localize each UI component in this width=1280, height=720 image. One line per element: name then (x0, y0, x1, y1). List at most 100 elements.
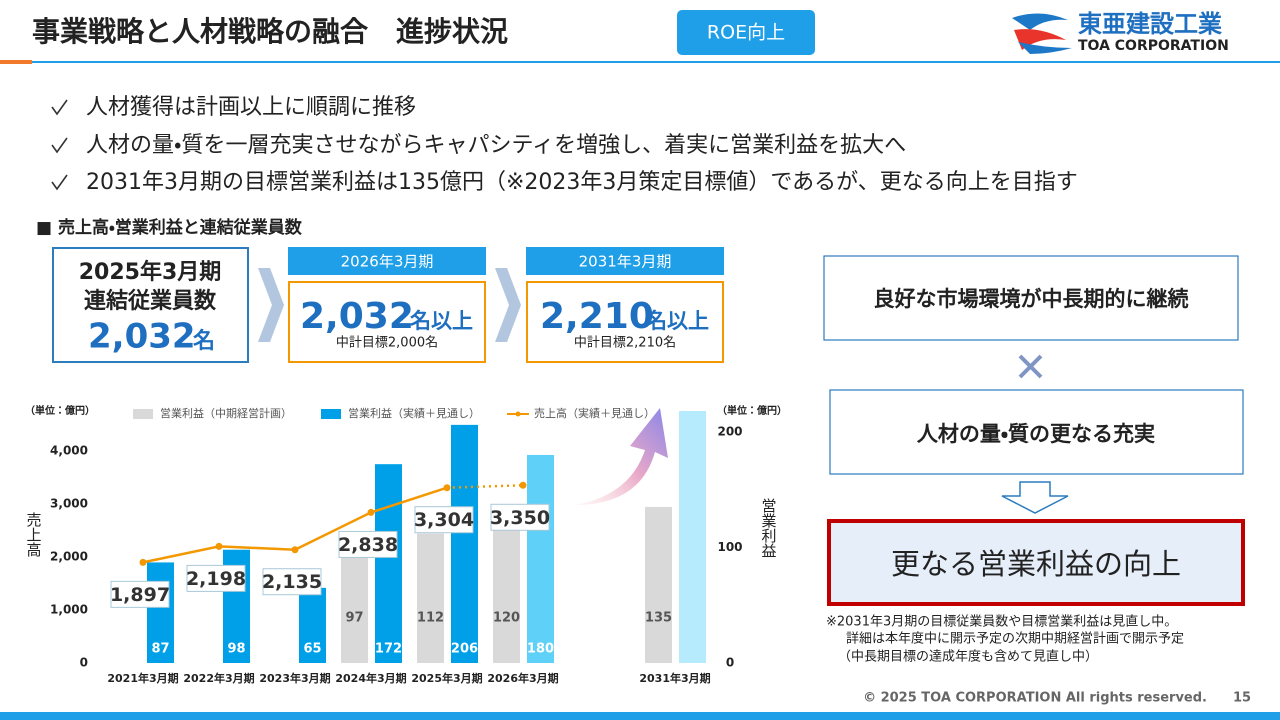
bar (299, 587, 326, 663)
bar (679, 411, 706, 663)
copyright: © 2025 TOA CORPORATION All rights reserv… (863, 691, 1207, 706)
target-note: 中計目標2,000名 (336, 335, 438, 351)
flow-box-highlight (827, 519, 1245, 606)
target-header (288, 247, 486, 275)
y2-tick-label: 100 (717, 540, 742, 554)
check-marks (51, 99, 68, 191)
headcount-unit: 名 (192, 328, 215, 354)
flow-text: 人材の量・質の更なる充実 (916, 422, 1155, 446)
line-value-label: 2,135 (262, 571, 322, 593)
rule-blue (32, 61, 1280, 63)
chevron (258, 268, 284, 342)
line-value-label: 2,198 (186, 568, 246, 590)
title: 事業戦略と人材戦略の融合 進捗状況 (32, 15, 508, 48)
line-marker (367, 508, 375, 516)
target-box (288, 281, 486, 363)
bar-value-label: 112 (417, 611, 444, 626)
y-tick-label: 2,000 (50, 549, 88, 563)
value-label-box (490, 503, 550, 531)
bottom-bar (0, 712, 1280, 720)
note: ※2031年3月期の目標従業員数や目標営業利益は見直し中。 (826, 614, 1177, 630)
target-unit: 名以上 (409, 309, 473, 333)
rule-orange (0, 60, 32, 64)
bar-value-label: 172 (375, 642, 402, 657)
flow-text: 良好な市場環境が中長期的に継続 (874, 287, 1189, 311)
y-axis-label: 売上高 (25, 512, 43, 558)
line-value-label: 1,897 (110, 584, 170, 606)
note: 詳細は本年度中に開示予定の次期中期経営計画で開示予定 (846, 631, 1184, 647)
target-value: 2,210 (540, 296, 654, 337)
legend-label: 営業利益（中期経営計画） (160, 406, 292, 420)
target-header (526, 247, 724, 275)
bar-value-label: 98 (227, 642, 245, 657)
target-2031: 2031年3月期 2,210 名以上 中計目標2,210名 (526, 247, 724, 363)
badge-text: ROE向上 (707, 22, 785, 44)
note: （中長期目標の達成年度も含めて見直し中） (838, 649, 1098, 665)
value-label-box (262, 568, 322, 596)
y-tick-label: 0 (80, 656, 88, 670)
target-note: 中計目標2,210名 (574, 335, 676, 351)
logo-ja: 東亜建設工業 (1078, 10, 1222, 38)
times-sign (1018, 354, 1043, 379)
line-value-label: 3,304 (414, 509, 474, 531)
y2-axis-label: 営業利益 (760, 498, 778, 558)
page-number: 15 (1233, 691, 1251, 706)
bullet: 人材獲得は計画以上に順調に推移 (86, 95, 416, 120)
y-unit: （単位：億円） (25, 404, 95, 417)
target-unit: 名以上 (645, 309, 709, 333)
flow-box (829, 389, 1244, 475)
bar-value-label: 135 (645, 611, 672, 626)
target-period: 2026年3月期 (341, 253, 434, 271)
bar (527, 454, 554, 663)
section-title: ■ 売上高・営業利益と連結従業員数 (36, 217, 303, 238)
badge (677, 10, 815, 55)
chart: 0 1,000 2,000 3,000 4,000 0 100 200 （単位：億円） （単位：億… (25, 404, 788, 685)
legend-label: 営業利益（実績＋見通し） (348, 406, 480, 420)
line-value-label: 2,838 (338, 534, 398, 556)
bar-value-label: 87 (151, 642, 169, 657)
bullet: 2031年3月期の目標営業利益は135億円（※2023年3月策定目標値）であるが… (86, 170, 1078, 195)
target-2026: 2026年3月期 2,032 名以上 中計目標2,000名 (288, 247, 486, 363)
headcount-value: 2,032 (88, 317, 196, 357)
legend-label: 売上高（実績＋見通し） (534, 406, 655, 420)
bar (417, 533, 444, 663)
x-tick-label: 2021年3月期 (107, 671, 178, 685)
line-marker (443, 484, 451, 492)
flow-text: 更なる営業利益の向上 (891, 547, 1181, 581)
bar (341, 550, 368, 663)
bar (645, 506, 672, 663)
headcount-label: 連結従業員数 (84, 288, 217, 314)
bullet: 人材の量・質を一層充実させながらキャパシティを増強し、着実に営業利益を拡大へ (86, 133, 906, 158)
legend-swatch (321, 409, 341, 419)
line-marker (291, 546, 299, 554)
y2-tick-label: 0 (726, 656, 734, 670)
logo-en: TOA CORPORATION (1078, 38, 1229, 54)
bar (147, 562, 174, 663)
line-projection (446, 484, 524, 489)
chevron (495, 268, 521, 342)
target-box (526, 281, 724, 363)
down-arrow (1001, 481, 1069, 514)
legend-marker (515, 411, 521, 417)
x-tick-label: 2025年3月期 (411, 671, 482, 685)
line-marker (215, 542, 223, 550)
bar (375, 464, 402, 663)
value-label-box (186, 564, 246, 592)
bar-value-label: 65 (303, 642, 321, 657)
legend-swatch (133, 409, 153, 419)
bar-value-label: 97 (345, 611, 363, 626)
headcount-period: 2025年3月期 (79, 259, 222, 285)
logo-icon (1012, 13, 1072, 54)
x-tick-label: 2023年3月期 (259, 671, 330, 685)
y-tick-label: 4,000 (50, 443, 88, 457)
line-marker (519, 481, 527, 489)
value-label-box (110, 580, 170, 608)
bar-value-label: 180 (527, 642, 554, 657)
target-value: 2,032 (300, 296, 414, 337)
value-label-box (414, 506, 474, 534)
x-tick-label: 2022年3月期 (183, 671, 254, 685)
y-tick-label: 1,000 (50, 602, 88, 616)
y-tick-label: 3,000 (50, 496, 88, 510)
